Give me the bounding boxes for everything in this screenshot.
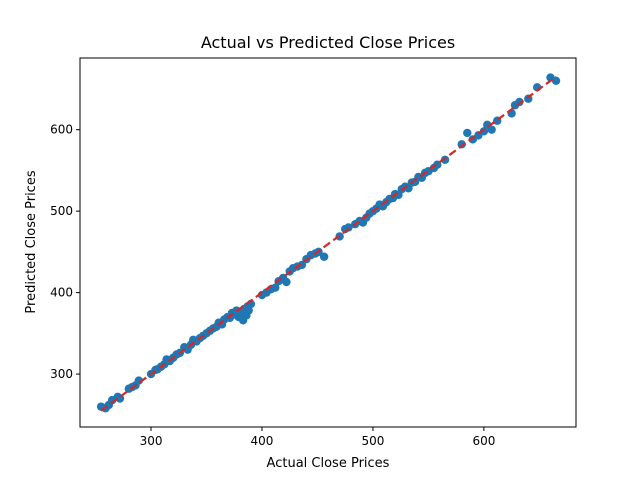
x-axis-label: Actual Close Prices	[267, 456, 390, 471]
data-point	[487, 125, 496, 134]
x-tick-label: 500	[361, 434, 384, 448]
x-axis: 300 400 500 600	[140, 427, 495, 448]
y-axis-label: Predicted Close Prices	[24, 170, 39, 313]
axes-frame	[79, 57, 577, 428]
x-tick-label: 400	[251, 434, 274, 448]
y-axis: 300 400 500 600	[50, 123, 80, 381]
data-point	[433, 160, 442, 169]
data-point	[282, 277, 291, 287]
data-point	[479, 127, 489, 136]
data-point	[271, 283, 280, 292]
data-point	[244, 306, 253, 315]
y-tick-label: 500	[50, 204, 73, 218]
data-point	[297, 260, 307, 270]
y-tick-label: 300	[50, 367, 73, 381]
y-tick-label: 600	[50, 123, 73, 137]
data-point	[463, 128, 472, 138]
data-point	[551, 76, 561, 86]
data-point	[440, 155, 450, 165]
data-point	[319, 252, 329, 261]
x-tick-label: 600	[472, 434, 495, 448]
x-tick-label: 300	[140, 434, 163, 448]
reference-line	[100, 75, 557, 412]
plot-area	[96, 73, 561, 413]
y-tick-label: 400	[50, 286, 73, 300]
chart-title: Actual vs Predicted Close Prices	[201, 33, 455, 52]
